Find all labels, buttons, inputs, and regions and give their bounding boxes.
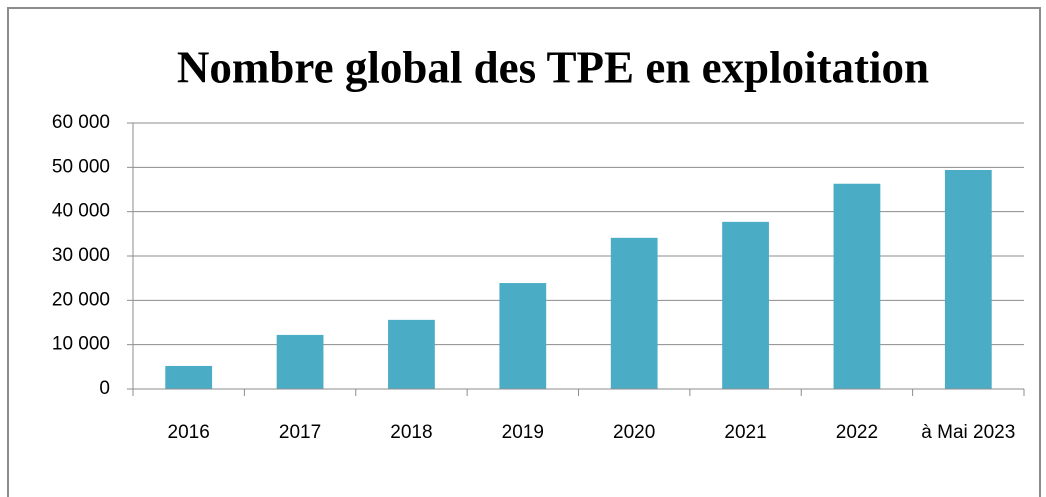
bar [833, 183, 881, 389]
x-tick-label: 2019 [501, 422, 544, 443]
x-tick-label: 2017 [278, 422, 322, 443]
y-tick-label: 0 [99, 378, 110, 399]
y-tick-label: 20 000 [52, 289, 110, 310]
x-tick-label: 2016 [167, 422, 210, 443]
x-tick-label: à Mai 2023 [921, 422, 1016, 443]
y-tick-label: 60 000 [52, 112, 110, 133]
x-tick-label: 2018 [390, 422, 433, 443]
bar [499, 283, 547, 389]
x-tick-label: 2021 [724, 422, 767, 443]
bar [165, 365, 213, 389]
bar [388, 319, 435, 389]
y-tick-label: 40 000 [52, 201, 110, 222]
y-tick-label: 50 000 [52, 156, 110, 177]
y-tick-label: 30 000 [52, 245, 110, 266]
x-tick-label: 2020 [613, 422, 656, 443]
chart-title: Nombre global des TPE en exploitation [177, 42, 929, 92]
x-tick-label: 2022 [835, 422, 879, 443]
y-tick-label: 10 000 [52, 334, 110, 355]
bar [610, 237, 658, 389]
bar [276, 334, 324, 389]
bar [944, 169, 992, 389]
bar [722, 221, 769, 389]
